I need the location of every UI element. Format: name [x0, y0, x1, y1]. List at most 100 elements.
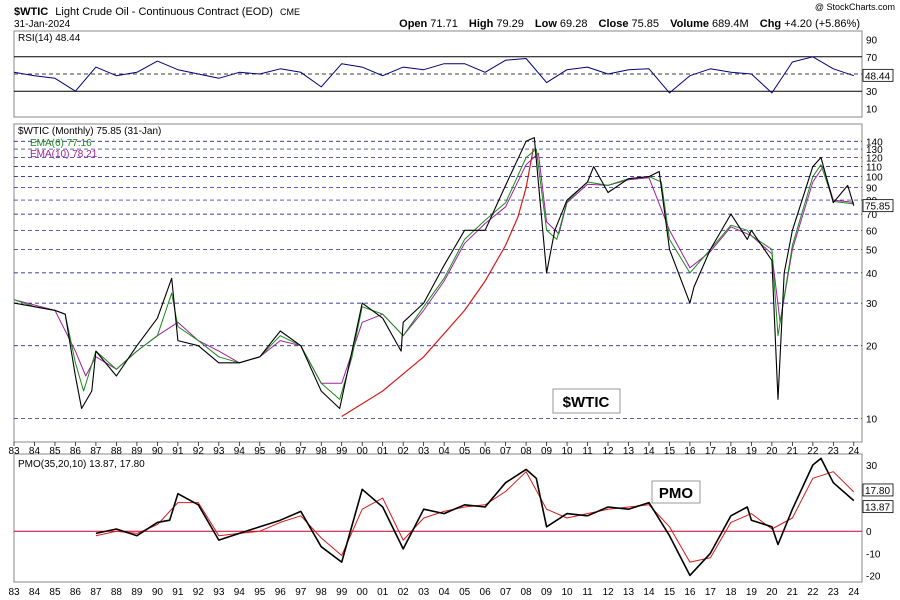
x-tick-label: 96	[275, 446, 287, 457]
x-tick-label: 24	[848, 446, 860, 457]
x-tick-label: 84	[29, 446, 41, 457]
price-last-value-box	[862, 199, 894, 213]
x-tick-label: 07	[500, 446, 512, 457]
x-tick-label: 05	[459, 446, 471, 457]
x-tick-label: 12	[602, 446, 614, 457]
pmo-x-tick-label: 24	[848, 587, 860, 598]
pmo-x-tick-label: 19	[746, 587, 758, 598]
pmo-label-box	[651, 480, 701, 504]
x-tick-label: 86	[70, 446, 82, 457]
pmo-x-tick-label: 13	[623, 587, 635, 598]
pmo-tick-label: 30	[866, 461, 878, 472]
x-tick-label: 17	[705, 446, 717, 457]
pmo-x-tick-label: 14	[643, 587, 655, 598]
price-tick-label: 30	[866, 299, 878, 310]
x-tick-label: 00	[357, 446, 369, 457]
pmo-x-tick-label: 22	[807, 587, 819, 598]
pmo-signal-last-value: 17.80	[865, 486, 890, 497]
chart-date: 31-Jan-2024	[14, 19, 71, 30]
pmo-x-tick-label: 23	[828, 587, 840, 598]
pmo-x-tick-label: 02	[398, 587, 410, 598]
x-tick-label: 03	[418, 446, 430, 457]
pmo-panel	[13, 453, 863, 583]
pmo-signal-last-value-box	[862, 483, 894, 497]
pmo-last-value-box	[862, 500, 894, 514]
pmo-x-tick-label: 92	[193, 587, 205, 598]
pmo-panel-label: PMO	[659, 485, 694, 502]
x-tick-label: 92	[193, 446, 205, 457]
x-tick-label: 89	[131, 446, 143, 457]
ema-long-line	[13, 152, 854, 384]
pmo-x-tick-label: 95	[254, 587, 266, 598]
pmo-x-tick-label: 96	[275, 587, 287, 598]
x-tick-label: 06	[480, 446, 492, 457]
wtic-panel-label: $WTIC	[563, 394, 610, 411]
symbol: $WTIC	[14, 6, 48, 18]
x-tick-label: 97	[295, 446, 307, 457]
pmo-line	[95, 457, 855, 577]
price-line	[13, 137, 855, 410]
x-tick-label: 11	[582, 446, 593, 457]
x-tick-label: 09	[541, 446, 553, 457]
pmo-x-tick-label: 20	[766, 587, 778, 598]
rsi-last-value: 48.44	[865, 71, 890, 82]
x-tick-label: 83	[8, 446, 20, 457]
x-tick-label: 10	[561, 446, 573, 457]
x-tick-label: 19	[746, 446, 758, 457]
instrument-name: Light Crude Oil - Continuous Contract (E…	[55, 6, 273, 18]
pmo-x-tick-label: 98	[316, 587, 328, 598]
price-tick-label: 130	[866, 145, 883, 156]
x-tick-label: 85	[49, 446, 61, 457]
price-tick-label: 10	[866, 415, 878, 426]
pmo-x-tick-label: 90	[152, 587, 164, 598]
price-tick-label: 120	[866, 153, 883, 164]
pmo-x-tick-label: 18	[725, 587, 737, 598]
x-tick-label: 90	[152, 446, 164, 457]
price-tick-label: 110	[866, 163, 882, 174]
pmo-last-value: 13.87	[865, 503, 890, 514]
rsi-tick-label: 70	[866, 53, 878, 64]
pmo-tick-label: -10	[866, 549, 881, 560]
rsi-layer: 103050709048.44	[13, 36, 894, 115]
price-tick-label: 50	[866, 245, 878, 256]
pmo-x-tick-label: 83	[8, 587, 20, 598]
price-last-value: 75.85	[865, 202, 890, 213]
chart-header-title: $WTIC Light Crude Oil - Continuous Contr…	[14, 6, 300, 18]
ohlc-summary: Open 71.71 High 79.29 Low 69.28 Close 75.85 …	[399, 18, 860, 30]
pmo-x-tick-label: 93	[213, 587, 225, 598]
price-layer: 1020304050607080901001101201301408383848…	[8, 137, 894, 598]
pmo-x-tick-label: 04	[439, 587, 451, 598]
pmo-x-tick-label: 05	[459, 587, 471, 598]
rsi-tick-label: 30	[866, 87, 878, 98]
x-tick-label: 98	[316, 446, 328, 457]
pmo-x-tick-label: 21	[787, 587, 799, 598]
pmo-x-tick-label: 10	[561, 587, 573, 598]
pmo-x-tick-label: 97	[295, 587, 307, 598]
price-tick-label: 140	[866, 137, 883, 148]
x-tick-label: 14	[643, 446, 655, 457]
pmo-x-tick-label: 00	[357, 587, 369, 598]
ema-short-legend: EMA(6) 77.16	[30, 138, 92, 149]
price-panel	[13, 123, 863, 443]
x-tick-label: 91	[172, 446, 184, 457]
x-tick-label: 02	[398, 446, 410, 457]
wtic-label-box	[552, 388, 621, 414]
pmo-legend: PMO(35,20,10) 13.87, 17.80	[18, 459, 145, 470]
price-tick-label: 70	[866, 210, 878, 221]
pmo-x-tick-label: 99	[336, 587, 348, 598]
price-tick-label: 20	[866, 342, 878, 353]
rsi-legend: RSI(14) 48.44	[18, 33, 81, 44]
x-tick-label: 04	[439, 446, 451, 457]
x-tick-label: 95	[254, 446, 266, 457]
pmo-x-tick-label: 03	[418, 587, 430, 598]
exchange: CME	[280, 7, 300, 17]
x-tick-label: 94	[234, 446, 246, 457]
pmo-signal-line	[95, 471, 855, 563]
rsi-tick-label: 10	[866, 104, 878, 115]
pmo-tick-label: 0	[866, 527, 872, 538]
x-tick-label: 22	[807, 446, 819, 457]
x-tick-label: 93	[213, 446, 225, 457]
ema-long-legend: EMA(10) 78.21	[30, 149, 98, 160]
